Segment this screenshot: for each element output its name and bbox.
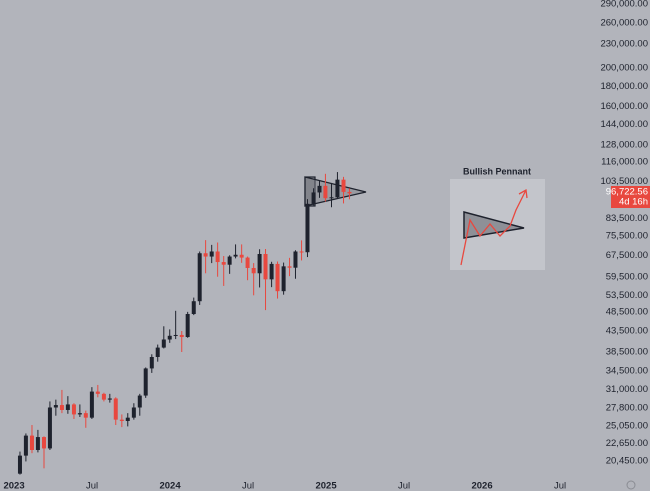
x-tick-label: 2023 (3, 481, 24, 491)
candle-body (245, 257, 250, 268)
settings-icon[interactable] (626, 480, 636, 490)
candle-body (113, 398, 118, 420)
candle-body (83, 413, 88, 418)
candle-body (47, 407, 52, 449)
x-tick-label: Jul (86, 481, 98, 491)
candle-body (257, 253, 262, 274)
y-tick-label: 59,500.00 (606, 272, 648, 283)
candle-body (59, 405, 64, 410)
y-tick-label: 34,500.00 (606, 365, 648, 376)
candle-body (149, 357, 154, 369)
candle-body (197, 253, 202, 302)
y-tick-label: 22,650.00 (606, 438, 648, 449)
x-tick-label: 2024 (159, 481, 181, 491)
countdown-label: 4d 16h (619, 197, 648, 208)
candle-body (317, 185, 322, 193)
candle-body (173, 334, 178, 336)
y-tick-label: 27,800.00 (606, 403, 648, 414)
candle-body (335, 179, 340, 198)
candle-body (143, 368, 148, 396)
candle-body (53, 405, 58, 408)
y-tick-label: 43,500.00 (606, 325, 648, 336)
candle-body (269, 263, 274, 280)
y-tick-label: 38,500.00 (606, 347, 648, 358)
candle-body (305, 203, 310, 253)
candle-body (293, 251, 298, 268)
breakout-arrow (460, 189, 527, 266)
y-tick-label: 230,000.00 (600, 39, 648, 50)
x-tick-label: Jul (242, 481, 254, 491)
candle-body (263, 253, 268, 280)
candle-body (185, 314, 190, 338)
candle-body (179, 334, 184, 338)
candle-body (95, 391, 100, 394)
candle-body (311, 192, 316, 204)
candle-body (329, 197, 334, 199)
candle-body (299, 251, 304, 253)
x-tick-label: Jul (554, 481, 566, 491)
candle-body (287, 266, 292, 268)
candle-body (41, 437, 46, 449)
plot: 290,000.00 260,000.00 230,000.00 200,000.00… (3, 0, 648, 491)
price-label-box (611, 186, 650, 208)
candle-body (17, 455, 22, 474)
y-tick-label: 48,500.00 (606, 307, 648, 318)
x-tick-label: Jul (398, 481, 410, 491)
candle-body (125, 417, 130, 421)
candle-body (221, 262, 226, 265)
candle-body (167, 335, 172, 340)
y-tick-label: 290,000.00 (600, 0, 648, 10)
candle-body (191, 301, 196, 315)
candle-body (89, 391, 94, 418)
candle-body (35, 437, 40, 450)
candle-body (323, 185, 328, 199)
y-tick-label: 25,050.00 (606, 421, 648, 432)
candle-body (203, 253, 208, 257)
pennant-icon (463, 211, 525, 239)
y-tick-label: 20,450.00 (606, 456, 648, 467)
y-tick-label: 128,000.00 (600, 140, 648, 151)
candle-body (275, 263, 280, 292)
candle-body (347, 191, 352, 194)
y-tick-label: 75,500.00 (606, 230, 648, 241)
price-label: 96,722.56 (606, 187, 648, 198)
y-tick-label: 180,000.00 (600, 81, 648, 92)
y-tick-label: 103,500.00 (600, 176, 648, 187)
candle-body (251, 267, 256, 274)
candle-body (23, 435, 28, 456)
candle-body (71, 404, 76, 415)
candle-body (155, 347, 160, 358)
y-tick-label: 67,500.00 (606, 250, 648, 261)
candle-body (137, 395, 142, 408)
candle-body (161, 339, 166, 348)
candle-body (119, 419, 124, 421)
y-tick-label: 83,500.00 (606, 213, 648, 224)
arrow-head (518, 188, 528, 199)
annotation-title: Bullish Pennant (463, 166, 531, 176)
y-tick-label: 260,000.00 (600, 17, 648, 28)
x-tick-label: 2026 (471, 481, 492, 491)
x-tick-label: 2025 (315, 481, 337, 491)
y-tick-label: 53,500.00 (606, 290, 648, 301)
candle-body (131, 407, 136, 418)
y-tick-label: 31,000.00 (606, 384, 648, 395)
candle-body (281, 266, 286, 292)
y-tick-label: 144,000.00 (600, 119, 648, 130)
candle-body (341, 179, 346, 192)
candle-body (101, 393, 106, 400)
candle-body (107, 398, 112, 400)
candle-body (65, 404, 70, 410)
candle-body (209, 251, 214, 257)
candle-body (215, 251, 220, 263)
candle-body (233, 254, 238, 257)
candle-body (29, 435, 34, 450)
candle-body (77, 413, 82, 415)
y-tick-label: 200,000.00 (600, 63, 648, 74)
candle-body (239, 254, 244, 258)
y-tick-label: 160,000.00 (600, 101, 648, 112)
y-tick-label: 116,000.00 (601, 156, 648, 167)
candle-body (227, 256, 232, 265)
